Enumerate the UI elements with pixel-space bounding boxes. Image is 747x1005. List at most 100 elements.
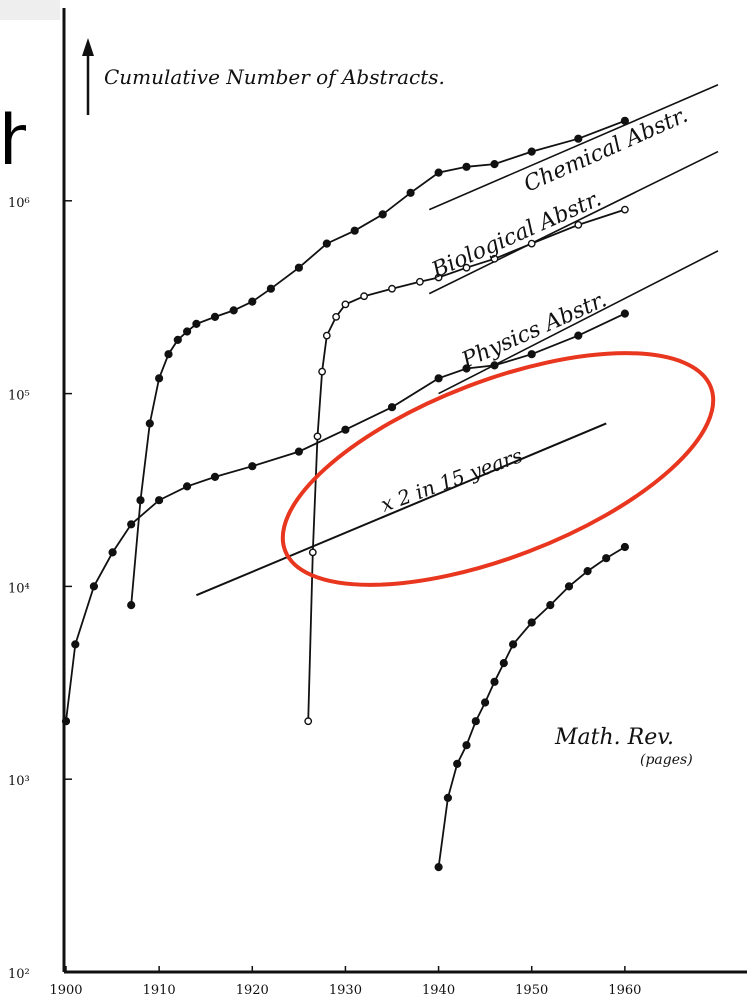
data-point [183, 482, 192, 491]
data-point [145, 419, 154, 428]
data-point [481, 698, 490, 707]
data-point [229, 306, 238, 315]
data-point [499, 658, 508, 668]
x-tick-label: 1930 [329, 983, 362, 998]
data-point [527, 147, 536, 156]
data-point [127, 520, 136, 529]
data-point [210, 472, 220, 482]
data-point [108, 548, 117, 557]
data-point [574, 134, 583, 143]
y-tick-label: 10⁵ [8, 389, 30, 404]
data-point [490, 160, 499, 169]
x-tick-label: 1920 [236, 983, 269, 998]
series-label-math: Math. Rev. [554, 725, 674, 750]
data-point [210, 312, 220, 322]
x-tick-label: 1900 [49, 983, 82, 998]
series-3 [434, 542, 630, 872]
data-point [192, 319, 201, 329]
data-point [71, 640, 80, 649]
y-tick-label: 10⁶ [8, 196, 30, 211]
annotation-labels-group: Chemical Abstr. Biological Abstr. Physic… [378, 103, 693, 768]
data-point [155, 374, 164, 383]
page-background-strip [0, 0, 60, 20]
data-point [490, 254, 499, 263]
x-tick-label: 1910 [143, 983, 176, 998]
data-point [462, 162, 471, 171]
data-point [341, 300, 350, 309]
data-point [388, 284, 396, 293]
data-point [350, 226, 359, 235]
ylabel-arrow-head-icon [82, 38, 94, 56]
y-tick-label: 10³ [8, 774, 30, 789]
series-line [307, 208, 626, 722]
data-point [471, 717, 480, 726]
page-fragment-letter: h [0, 110, 26, 170]
data-point [304, 717, 313, 726]
data-point [248, 462, 257, 471]
data-point [546, 600, 555, 610]
x-tick-label: 1940 [422, 983, 455, 998]
data-point [527, 239, 536, 248]
data-point [136, 496, 145, 505]
data-point [341, 425, 350, 434]
y-tick-label: 10⁴ [8, 581, 30, 596]
data-point [308, 548, 317, 557]
series-line [65, 312, 626, 722]
data-point [508, 640, 518, 649]
y-axis-label-group: Cumulative Number of Abstracts. [82, 38, 445, 115]
trend-guide-line [438, 250, 719, 395]
series-0 [127, 116, 630, 610]
y-tick-label: 10² [8, 967, 30, 982]
data-point [434, 374, 443, 383]
data-point [453, 759, 462, 769]
series-label-biological: Biological Abstr. [427, 186, 605, 283]
trend-guide-line [428, 150, 719, 295]
series-1 [304, 205, 629, 726]
data-point [621, 205, 629, 214]
data-point [434, 168, 443, 177]
data-point [620, 309, 630, 318]
trend-guide-line [428, 83, 719, 211]
data-point [443, 793, 453, 803]
data-point [294, 263, 304, 272]
y-ticks-group: 10² 10³ 10⁴ 10⁵ 10⁶ [8, 196, 72, 982]
series-line [437, 546, 626, 868]
data-point [620, 542, 630, 552]
data-point [332, 312, 340, 321]
data-point [462, 263, 471, 272]
x-tick-label: 1960 [608, 983, 641, 998]
data-point [434, 273, 443, 282]
series-group [61, 116, 630, 872]
y-axis-label: Cumulative Number of Abstracts. [104, 65, 445, 89]
highlight-group [280, 351, 716, 587]
data-point [574, 220, 583, 229]
reference-line [196, 422, 607, 597]
reference-line-label: x 2 in 15 years [378, 443, 526, 517]
data-point [173, 335, 182, 345]
data-point [266, 284, 276, 293]
data-point [527, 350, 536, 359]
data-point [462, 741, 471, 750]
data-point [602, 554, 611, 563]
data-point [574, 331, 583, 340]
x-tick-label: 1950 [515, 983, 548, 998]
data-point [313, 432, 322, 441]
series-label-chemical: Chemical Abstr. [520, 103, 691, 198]
data-point [61, 717, 71, 726]
data-point [318, 367, 326, 376]
data-point [564, 582, 574, 591]
data-point [183, 327, 192, 336]
x-ticks-group: 1900 1910 1920 1930 1940 1950 1960 [49, 966, 641, 998]
data-point [360, 292, 368, 301]
data-point [583, 566, 592, 576]
data-point [415, 277, 424, 286]
series-2 [61, 309, 630, 726]
data-point [155, 496, 164, 505]
data-point [527, 618, 536, 627]
data-point [294, 447, 304, 456]
data-point [322, 331, 331, 340]
data-point [490, 361, 499, 370]
data-point [406, 188, 415, 197]
axes-group [62, 8, 747, 974]
